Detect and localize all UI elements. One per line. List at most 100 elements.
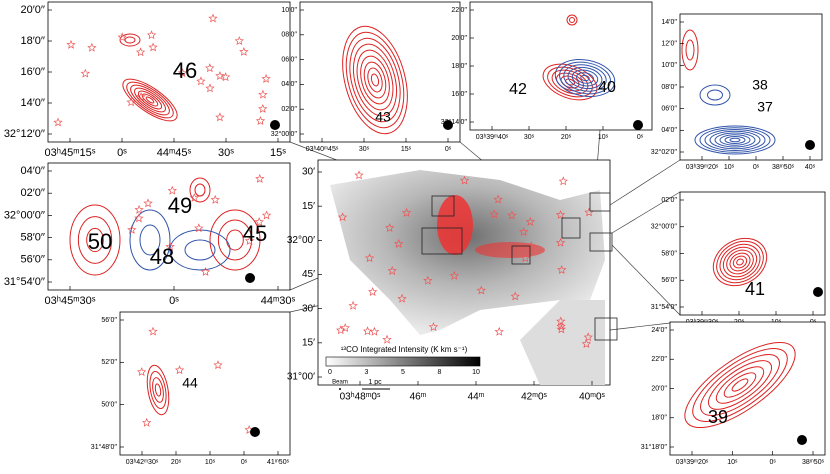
y-tick-label: 16′0′′ bbox=[20, 66, 45, 78]
star bbox=[66, 39, 76, 49]
star bbox=[387, 265, 397, 275]
star bbox=[340, 323, 350, 332]
star bbox=[255, 173, 265, 183]
star bbox=[258, 103, 268, 113]
star bbox=[364, 253, 375, 263]
x-tick-label: 30ˢ bbox=[218, 147, 234, 159]
panel-frame bbox=[679, 13, 823, 161]
contour bbox=[141, 93, 159, 107]
y-tick-label: 30′ bbox=[302, 303, 315, 314]
y-tick-label: 31°48′0′′ bbox=[91, 443, 118, 451]
star bbox=[520, 253, 530, 263]
star bbox=[261, 210, 272, 220]
contour bbox=[554, 59, 616, 97]
zoom-box bbox=[561, 217, 581, 239]
star bbox=[117, 32, 127, 42]
star bbox=[196, 76, 206, 86]
contour bbox=[736, 258, 744, 266]
beam bbox=[805, 140, 815, 150]
star bbox=[53, 117, 63, 127]
connector bbox=[609, 322, 671, 331]
red-emission bbox=[437, 195, 473, 255]
contour bbox=[139, 224, 161, 256]
x-tick-label: 40ˢ bbox=[805, 164, 816, 171]
star bbox=[557, 265, 567, 274]
beam bbox=[245, 273, 255, 283]
y-tick-label: 32°00′0′′ bbox=[271, 130, 298, 138]
panel-frame bbox=[47, 162, 291, 291]
x-tick-label: 10ˢ bbox=[724, 164, 735, 171]
source-label: 43 bbox=[375, 109, 391, 125]
beam bbox=[797, 435, 807, 445]
y-tick-label: 56′0′′ bbox=[101, 317, 117, 324]
contour bbox=[69, 204, 121, 276]
star bbox=[555, 210, 566, 219]
contour bbox=[356, 49, 394, 111]
source-label: 40 bbox=[598, 79, 616, 96]
star bbox=[382, 334, 392, 344]
star bbox=[385, 223, 395, 232]
zoom-box bbox=[589, 192, 611, 212]
x-tick-label: 20ˢ bbox=[171, 459, 182, 466]
contour bbox=[189, 177, 211, 203]
source-label: 45 bbox=[243, 221, 267, 246]
star bbox=[493, 194, 503, 204]
star bbox=[348, 300, 358, 310]
star bbox=[148, 42, 158, 52]
x-tick-label: 03ʰ39ᵐ20ˢ bbox=[686, 164, 719, 171]
contour bbox=[699, 84, 731, 106]
contour bbox=[169, 229, 231, 271]
contour bbox=[700, 354, 780, 416]
contour bbox=[342, 25, 408, 135]
y-tick-label: 31°18′0′′ bbox=[641, 443, 668, 451]
source-label: 42 bbox=[509, 81, 527, 98]
star bbox=[261, 73, 271, 83]
contour bbox=[729, 137, 741, 143]
contour bbox=[124, 36, 136, 44]
contour bbox=[184, 239, 216, 261]
star bbox=[449, 270, 459, 280]
star bbox=[87, 42, 97, 52]
star bbox=[174, 365, 185, 375]
y-tick-label: 02′0′′ bbox=[20, 187, 45, 199]
x-tick-label: 0ˢ bbox=[169, 295, 179, 307]
contour bbox=[722, 246, 758, 278]
star bbox=[369, 326, 380, 336]
beam-label: Beam bbox=[332, 380, 348, 386]
star bbox=[459, 175, 470, 185]
star bbox=[583, 332, 593, 342]
contour bbox=[692, 348, 788, 422]
contour bbox=[732, 255, 748, 269]
x-tick-label: 03ʰ45ᵐ30ˢ bbox=[45, 295, 96, 307]
star bbox=[423, 275, 433, 285]
star bbox=[510, 291, 520, 301]
cloud bbox=[330, 170, 605, 335]
contour bbox=[724, 136, 746, 144]
star bbox=[137, 367, 147, 377]
contour bbox=[723, 372, 757, 398]
y-tick-label: 10′0′′ bbox=[661, 62, 677, 69]
star bbox=[581, 339, 592, 348]
star bbox=[428, 322, 439, 332]
panel-frame bbox=[119, 311, 291, 456]
y-tick-label: 16′0′′ bbox=[451, 91, 467, 98]
x-tick-label: 20ˢ bbox=[561, 134, 572, 141]
star bbox=[556, 316, 566, 326]
contour bbox=[729, 252, 751, 272]
x-tick-label: 0ˢ bbox=[770, 459, 777, 466]
contour bbox=[715, 366, 765, 404]
y-tick-label: 45′ bbox=[302, 269, 315, 280]
y-tick-label: 08′0′′ bbox=[661, 84, 677, 91]
y-tick-label: 24′0′′ bbox=[651, 327, 667, 334]
contour bbox=[684, 341, 796, 429]
contour bbox=[714, 132, 756, 148]
y-tick-label: 10′0′′ bbox=[281, 7, 297, 14]
y-tick-label: 20′0′′ bbox=[451, 35, 467, 42]
star bbox=[205, 83, 215, 93]
beam bbox=[270, 120, 280, 130]
beam bbox=[250, 427, 260, 437]
contour bbox=[704, 129, 766, 151]
star bbox=[258, 89, 268, 99]
x-tick-label: 15ˢ bbox=[401, 146, 412, 153]
